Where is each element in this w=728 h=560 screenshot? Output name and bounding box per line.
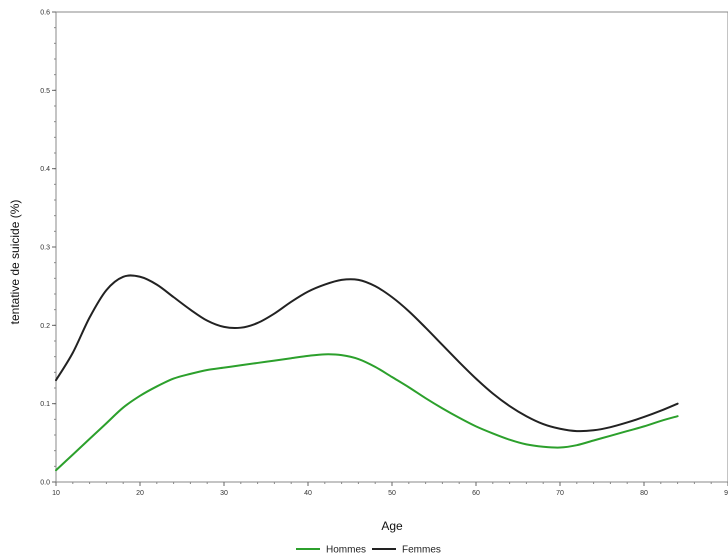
x-tick-label: 60	[472, 490, 480, 497]
x-tick-label: 20	[136, 490, 144, 497]
series-lines	[55, 274, 679, 472]
x-tick-label: 50	[388, 490, 396, 497]
y-axis-title: tentative de suicide (%)	[8, 200, 22, 325]
y-tick-label: 0.2	[40, 323, 50, 330]
x-axis-title: Age	[381, 519, 403, 533]
y-axis: 0.0 0.1 0.2 0.3 0.4 0.5 0.6	[40, 10, 56, 487]
series-line-hommes	[55, 353, 679, 472]
x-tick-label: 40	[304, 490, 312, 497]
x-axis: 10 20 30 40 50 60 70 80 9	[52, 482, 728, 497]
plot-frame	[55, 11, 728, 483]
y-tick-label: 0.3	[40, 245, 50, 252]
legend: Hommes Femmes	[296, 545, 441, 556]
x-tick-label: 70	[556, 490, 564, 497]
legend-label-femmes: Femmes	[402, 545, 441, 556]
legend-label-hommes: Hommes	[326, 545, 366, 556]
y-tick-label: 0.1	[40, 401, 50, 408]
y-tick-label: 0.0	[40, 480, 50, 487]
y-tick-label: 0.5	[40, 88, 50, 95]
x-tick-label: 10	[52, 490, 60, 497]
y-tick-label: 0.6	[40, 10, 50, 17]
x-tick-label: 9	[724, 490, 728, 497]
x-tick-label: 80	[640, 490, 648, 497]
x-tick-label: 30	[220, 490, 228, 497]
y-tick-label: 0.4	[40, 166, 50, 173]
series-line-femmes	[55, 274, 679, 433]
